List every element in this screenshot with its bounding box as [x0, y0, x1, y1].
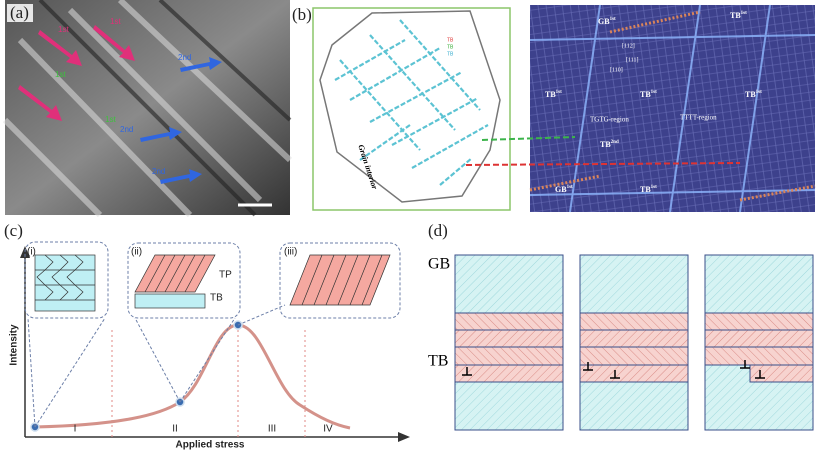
direction-label: [110]	[610, 67, 623, 73]
twin-band	[454, 312, 564, 331]
label-sup: 1st	[651, 185, 657, 190]
twin-band	[579, 312, 689, 331]
twin-band	[454, 346, 564, 366]
tb-label: TB	[428, 353, 448, 370]
label-base: TB	[730, 11, 741, 20]
arrow-label: 1st	[105, 115, 116, 124]
region-label: TGTG-region	[590, 116, 629, 124]
panel-label: (a)	[10, 3, 29, 22]
label-base: TB	[640, 185, 651, 194]
tp-label: TP	[219, 270, 232, 281]
arrow-label: 1st	[110, 17, 121, 26]
region-label: TTTT-region	[680, 114, 717, 122]
map-label: TB1st	[640, 185, 657, 194]
stage-label: II	[172, 424, 178, 435]
map-label: TB2nd	[600, 140, 619, 149]
tb-label: TB	[210, 293, 223, 304]
arrow-label: 2nd	[152, 167, 165, 176]
twin-band	[704, 312, 814, 331]
inset-label: (iii)	[284, 247, 297, 258]
panel-label: (b)	[292, 5, 312, 24]
map-label: TB1st	[640, 90, 657, 99]
panel-d: (d) GB TB	[428, 221, 814, 431]
label-base: TB	[745, 90, 756, 99]
label-sup: 1st	[741, 11, 747, 16]
twin-band	[579, 329, 689, 348]
label-base: TB	[640, 90, 651, 99]
label-sup: 1st	[756, 90, 762, 95]
label-base: TB	[545, 90, 556, 99]
twin-band	[454, 329, 564, 348]
twin-band	[579, 346, 689, 366]
twin-network	[334, 19, 489, 186]
label-sup: 2nd	[611, 140, 619, 145]
y-axis-label: Intensity	[9, 324, 20, 366]
twin-band	[704, 329, 814, 348]
arrow-label: 1st	[58, 25, 69, 34]
stage-label: IV	[323, 424, 333, 435]
map-label: GB1st	[555, 185, 573, 194]
map-label: TB1st	[545, 90, 562, 99]
arrow-label: 1st	[55, 70, 66, 79]
label-base: GB	[598, 17, 610, 26]
dislocation	[462, 367, 472, 376]
dislocation	[740, 360, 750, 369]
inset-label: (i)	[27, 247, 36, 258]
x-axis-label: Applied stress	[176, 440, 245, 451]
label-base: TB	[600, 140, 611, 149]
panel-a: (a) 1st 1st 1st 1st 2nd 2nd 2nd	[2, 0, 293, 218]
intensity-curve	[34, 323, 351, 430]
panel-label: (d)	[428, 221, 448, 240]
arrow-label: 2nd	[120, 125, 133, 134]
label-sup: 1st	[567, 185, 573, 190]
twin-band	[749, 364, 814, 383]
label-sup: 1st	[651, 90, 657, 95]
dislocation	[583, 362, 593, 371]
label-sup: 1st	[556, 90, 562, 95]
inset-label: (ii)	[131, 247, 142, 258]
twin-band	[579, 364, 689, 383]
label-sup: 1st	[610, 17, 616, 22]
direction-label: [111]	[626, 57, 639, 63]
legend-entry: TB	[447, 44, 454, 50]
legend-entry: TB	[447, 37, 454, 43]
panel-label: (c)	[4, 221, 23, 240]
panel-c: (c) (i) (ii) (iii) TP TB Intensity Appli…	[4, 221, 410, 451]
arrows-first	[18, 25, 135, 121]
stage-label: I	[74, 424, 77, 435]
dislocation	[610, 370, 620, 379]
arrow-label: 2nd	[178, 53, 191, 62]
direction-label: [112]	[622, 43, 635, 49]
gb-label: GB	[428, 256, 450, 273]
dislocation	[755, 370, 765, 379]
photo-texture	[2, 0, 293, 218]
stage-label: III	[268, 424, 276, 435]
legend-entry: TB	[447, 51, 454, 57]
twin-band	[704, 346, 814, 366]
map-label: TB1st	[730, 11, 747, 20]
twin-band	[454, 364, 564, 383]
arrows-second	[140, 57, 222, 184]
map-label: TB1st	[745, 90, 762, 99]
label-base: GB	[555, 185, 567, 194]
map-label: GB1st	[598, 17, 616, 26]
